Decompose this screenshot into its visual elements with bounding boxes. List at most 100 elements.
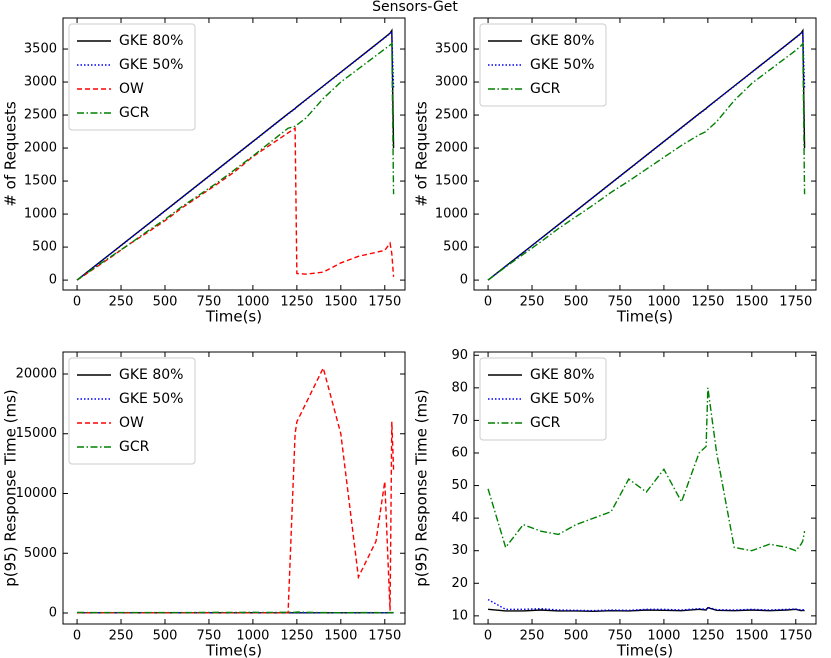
x-axis-label: Time(s): [616, 642, 673, 658]
y-tick-label: 1500: [435, 174, 468, 189]
x-tick-label: 250: [109, 629, 134, 644]
legend-frame: [68, 23, 196, 131]
y-tick-label: 0: [49, 606, 57, 621]
y-tick-label: 10: [451, 608, 468, 623]
x-tick-label: 500: [153, 629, 178, 644]
y-tick-label: 500: [443, 240, 468, 255]
y-tick-label: 1000: [24, 207, 57, 222]
y-axis-label: # of Requests: [2, 101, 20, 206]
y-tick-label: 2000: [24, 141, 57, 156]
y-tick-label: 90: [451, 348, 468, 363]
legend-frame: [479, 23, 607, 107]
y-tick-label: 50: [451, 478, 468, 493]
x-tick-label: 500: [153, 295, 178, 310]
y-tick-label: 0: [460, 273, 468, 288]
x-tick-label: 0: [484, 295, 492, 310]
x-tick-label: 750: [197, 629, 222, 644]
x-tick-label: 1750: [368, 629, 401, 644]
y-tick-label: 3500: [24, 42, 57, 57]
axes-frame: [62, 351, 406, 625]
series-line: [76, 30, 395, 281]
legend-label: GKE 80%: [119, 33, 183, 49]
x-tick-label: 1250: [691, 629, 724, 644]
y-tick-label: 30: [451, 543, 468, 558]
x-tick-label: 1500: [324, 629, 357, 644]
y-axis-label: p(95) Response Time (ms): [2, 389, 20, 587]
x-axis-label: Time(s): [205, 308, 262, 326]
x-tick-label: 750: [197, 295, 222, 310]
legend-label: GKE 50%: [119, 57, 183, 73]
legend-label: OW: [119, 81, 144, 97]
series-line: [487, 387, 806, 552]
axes: 0 250 500 750 1000 1250 1500 1750 0 500 1000 1500 20…: [413, 17, 817, 326]
legend-label: GKE 80%: [530, 367, 594, 383]
y-tick-label: 40: [451, 511, 468, 526]
series-line: [487, 41, 806, 281]
y-tick-label: 3000: [24, 75, 57, 90]
y-tick-label: 80: [451, 380, 468, 395]
legend-label: GKE 50%: [530, 391, 594, 407]
axes-frame: [473, 17, 817, 291]
x-tick-label: 1750: [779, 629, 812, 644]
series-line: [76, 126, 395, 281]
y-tick-label: 2000: [435, 141, 468, 156]
legend-label: GKE 50%: [119, 391, 183, 407]
x-tick-label: 1250: [280, 629, 313, 644]
x-tick-label: 750: [608, 629, 633, 644]
x-tick-label: 500: [564, 629, 589, 644]
y-tick-label: 500: [32, 240, 57, 255]
legend-label: GKE 80%: [119, 367, 183, 383]
series-line: [77, 366, 395, 614]
legend-frame: [479, 357, 607, 441]
x-tick-label: 1000: [647, 295, 680, 310]
y-tick-label: 2500: [435, 108, 468, 123]
y-tick-label: 15000: [16, 426, 57, 441]
axes-frame: [62, 17, 406, 291]
x-axis-label: Time(s): [616, 308, 673, 326]
y-tick-label: 60: [451, 445, 468, 460]
x-tick-label: 1000: [236, 629, 269, 644]
legend-label: GKE 50%: [530, 57, 594, 73]
x-tick-label: 1500: [324, 295, 357, 310]
legend-label: GKE 80%: [530, 33, 594, 49]
axes: 0 250 500 750 1000 1250 1500 1750 0 500 1000 1500 20…: [2, 17, 406, 326]
y-tick-label: 20: [451, 576, 468, 591]
legend-label: GCR: [530, 81, 561, 97]
x-tick-label: 250: [109, 295, 134, 310]
axes-frame: [473, 351, 817, 625]
legend-label: GCR: [119, 105, 150, 121]
series-line: [488, 606, 805, 612]
axes: 0 250 500 750 1000 1250 1500 1750 10 20 30 40 50 60 70…: [413, 348, 817, 658]
y-axis-label: # of Requests: [413, 101, 431, 206]
y-tick-label: 5000: [24, 546, 57, 561]
x-tick-label: 250: [520, 629, 545, 644]
x-tick-label: 1000: [236, 295, 269, 310]
x-tick-label: 0: [484, 629, 492, 644]
y-tick-label: 70: [451, 413, 468, 428]
axes: 0 250 500 750 1000 1250 1500 1750 0 5000 10000 1500…: [2, 351, 406, 658]
series-line: [77, 611, 394, 614]
x-tick-label: 750: [608, 295, 633, 310]
series-line: [76, 42, 395, 281]
y-tick-label: 1500: [24, 174, 57, 189]
y-tick-label: 1000: [435, 207, 468, 222]
x-tick-label: 1250: [691, 295, 724, 310]
x-tick-label: 1750: [779, 295, 812, 310]
y-tick-label: 3000: [435, 75, 468, 90]
y-tick-label: 3500: [435, 42, 468, 57]
legend-label: GCR: [530, 415, 561, 431]
y-axis-label: p(95) Response Time (ms): [413, 389, 431, 587]
series-line: [487, 30, 806, 281]
x-tick-label: 500: [564, 295, 589, 310]
legend-frame: [68, 357, 196, 465]
figure-title: Sensors-Get: [372, 0, 458, 15]
x-tick-label: 1000: [647, 629, 680, 644]
x-tick-label: 1500: [735, 295, 768, 310]
x-tick-label: 1500: [735, 629, 768, 644]
x-tick-label: 250: [520, 295, 545, 310]
series-line: [487, 598, 805, 612]
x-tick-label: 1750: [368, 295, 401, 310]
y-tick-label: 10000: [16, 486, 57, 501]
legend-label: GCR: [119, 439, 150, 455]
